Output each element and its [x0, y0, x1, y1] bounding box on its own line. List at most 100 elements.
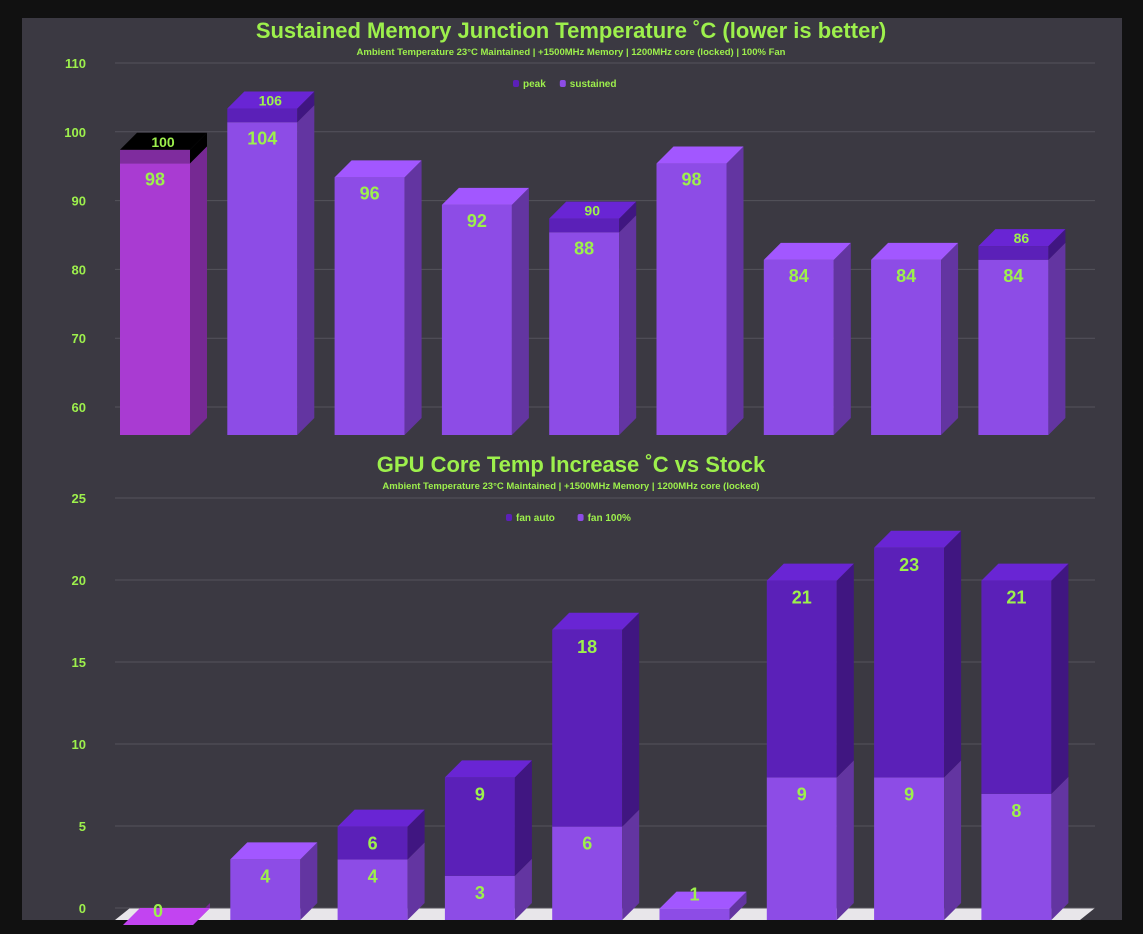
peak-bar-top — [227, 91, 315, 109]
y-tick-label: 90 — [72, 194, 86, 209]
sustained-bar-top — [334, 160, 422, 178]
fan100-label: 9 — [797, 784, 807, 804]
y-tick-label: 10 — [72, 737, 86, 752]
legend-swatch — [577, 514, 584, 521]
sustained-bar-side — [726, 146, 744, 435]
fan100-label: 1 — [689, 885, 699, 905]
peak-label: 106 — [259, 93, 283, 109]
y-tick-label: 20 — [72, 573, 86, 588]
legend-swatch — [513, 80, 519, 87]
sustained-bar-top — [441, 187, 529, 205]
y-tick-label: 25 — [72, 491, 86, 506]
sustained-label: 84 — [1003, 266, 1023, 286]
sustained-label: 96 — [360, 183, 380, 203]
fan100-bar-side — [300, 842, 318, 920]
sustained-bar-front — [871, 259, 942, 435]
fan100-bar-side — [729, 891, 747, 920]
fan100-label: 6 — [582, 834, 592, 854]
fan100-bar-front — [981, 793, 1052, 920]
peak-label: 90 — [584, 203, 600, 219]
chart-subtitle: Ambient Temperature 23°C Maintained | +1… — [382, 481, 759, 492]
peak-bar-front — [549, 218, 620, 233]
fan100-label: 9 — [904, 784, 914, 804]
fanauto-bar-side — [622, 612, 640, 827]
chart-title: GPU Core Temp Increase ˚C vs Stock — [377, 452, 766, 477]
fanauto-label: 9 — [475, 784, 485, 804]
fan100-bar-front — [659, 908, 730, 920]
peak-label: 100 — [151, 134, 175, 150]
fan100-bar-front — [337, 859, 408, 920]
peak-bar-top — [549, 201, 637, 219]
sustained-bar-side — [941, 242, 959, 435]
y-tick-label: 15 — [72, 655, 86, 670]
fanauto-bar-top — [766, 563, 854, 581]
sustained-bar-front — [549, 232, 620, 435]
peak-bar-side — [190, 132, 207, 164]
legend-label: fan auto — [516, 513, 555, 524]
chart-subtitle: Ambient Temperature 23°C Maintained | +1… — [357, 47, 786, 58]
peak-bar-front — [227, 108, 298, 123]
peak-bar-side — [619, 201, 637, 233]
sustained-label: 84 — [896, 266, 916, 286]
fanauto-bar-side — [944, 530, 962, 778]
fanauto-bar-side — [1051, 563, 1069, 794]
y-tick-label: 60 — [72, 400, 86, 415]
fan100-bar-top — [123, 908, 210, 925]
sustained-label: 84 — [789, 266, 809, 286]
sustained-bar-side — [511, 187, 529, 435]
fan100-bar-front — [874, 777, 945, 920]
sustained-bar-front — [656, 163, 727, 435]
sustained-bar-top — [871, 242, 959, 260]
sustained-bar-front — [334, 177, 405, 435]
sustained-bar-top — [763, 242, 851, 260]
fan100-bar-front — [766, 777, 837, 920]
fanauto-bar-front — [337, 826, 408, 860]
fan100-bar-side — [514, 858, 532, 920]
fanauto-bar-side — [407, 809, 425, 860]
chart-title: Sustained Memory Junction Temperature ˚C… — [256, 18, 886, 43]
sustained-bar-front — [763, 259, 834, 435]
y-tick-label: 110 — [65, 56, 86, 71]
fan100-label: 4 — [260, 866, 270, 886]
fanauto-bar-front — [552, 629, 623, 827]
fanauto-bar-front — [981, 580, 1052, 794]
fan100-bar-side — [836, 760, 854, 920]
peak-label: 86 — [1014, 230, 1030, 246]
fanauto-label: 18 — [577, 637, 597, 657]
fanauto-bar-front — [766, 580, 837, 778]
peak-bar-top — [120, 132, 207, 150]
sustained-label: 88 — [574, 238, 594, 258]
fanauto-label: 23 — [899, 555, 919, 575]
fan100-bar-side — [944, 760, 962, 920]
peak-bar-side — [297, 91, 315, 123]
sustained-bar-side — [619, 215, 637, 435]
y-tick-label: 70 — [72, 331, 86, 346]
fanauto-bar-side — [836, 563, 854, 778]
fan100-label: 4 — [368, 866, 378, 886]
fanauto-bar-top — [552, 612, 640, 630]
sustained-bar-side — [833, 242, 851, 435]
sustained-label: 92 — [467, 211, 487, 231]
fan100-bar-top — [230, 842, 318, 860]
fanauto-label: 6 — [368, 834, 378, 854]
sustained-label: 98 — [145, 170, 165, 190]
fanauto-bar-top — [981, 563, 1069, 581]
fan100-bar-top — [659, 891, 747, 909]
fanauto-bar-top — [874, 530, 962, 548]
sustained-label: 104 — [247, 128, 277, 148]
fan100-label: 0 — [153, 901, 163, 921]
fanauto-label: 21 — [792, 588, 812, 608]
fanauto-bar-front — [444, 777, 515, 876]
sustained-label: 98 — [681, 170, 701, 190]
legend-label: peak — [523, 79, 546, 90]
fan100-label: 8 — [1011, 801, 1021, 821]
legend-swatch — [506, 514, 512, 521]
y-tick-label: 5 — [79, 819, 86, 834]
fanauto-bar-top — [337, 809, 425, 827]
peak-bar-side — [1048, 229, 1066, 260]
sustained-bar-top — [656, 146, 744, 164]
sustained-bar-front — [978, 259, 1049, 435]
sustained-bar-front — [441, 204, 512, 435]
sustained-bar-side — [297, 105, 315, 435]
